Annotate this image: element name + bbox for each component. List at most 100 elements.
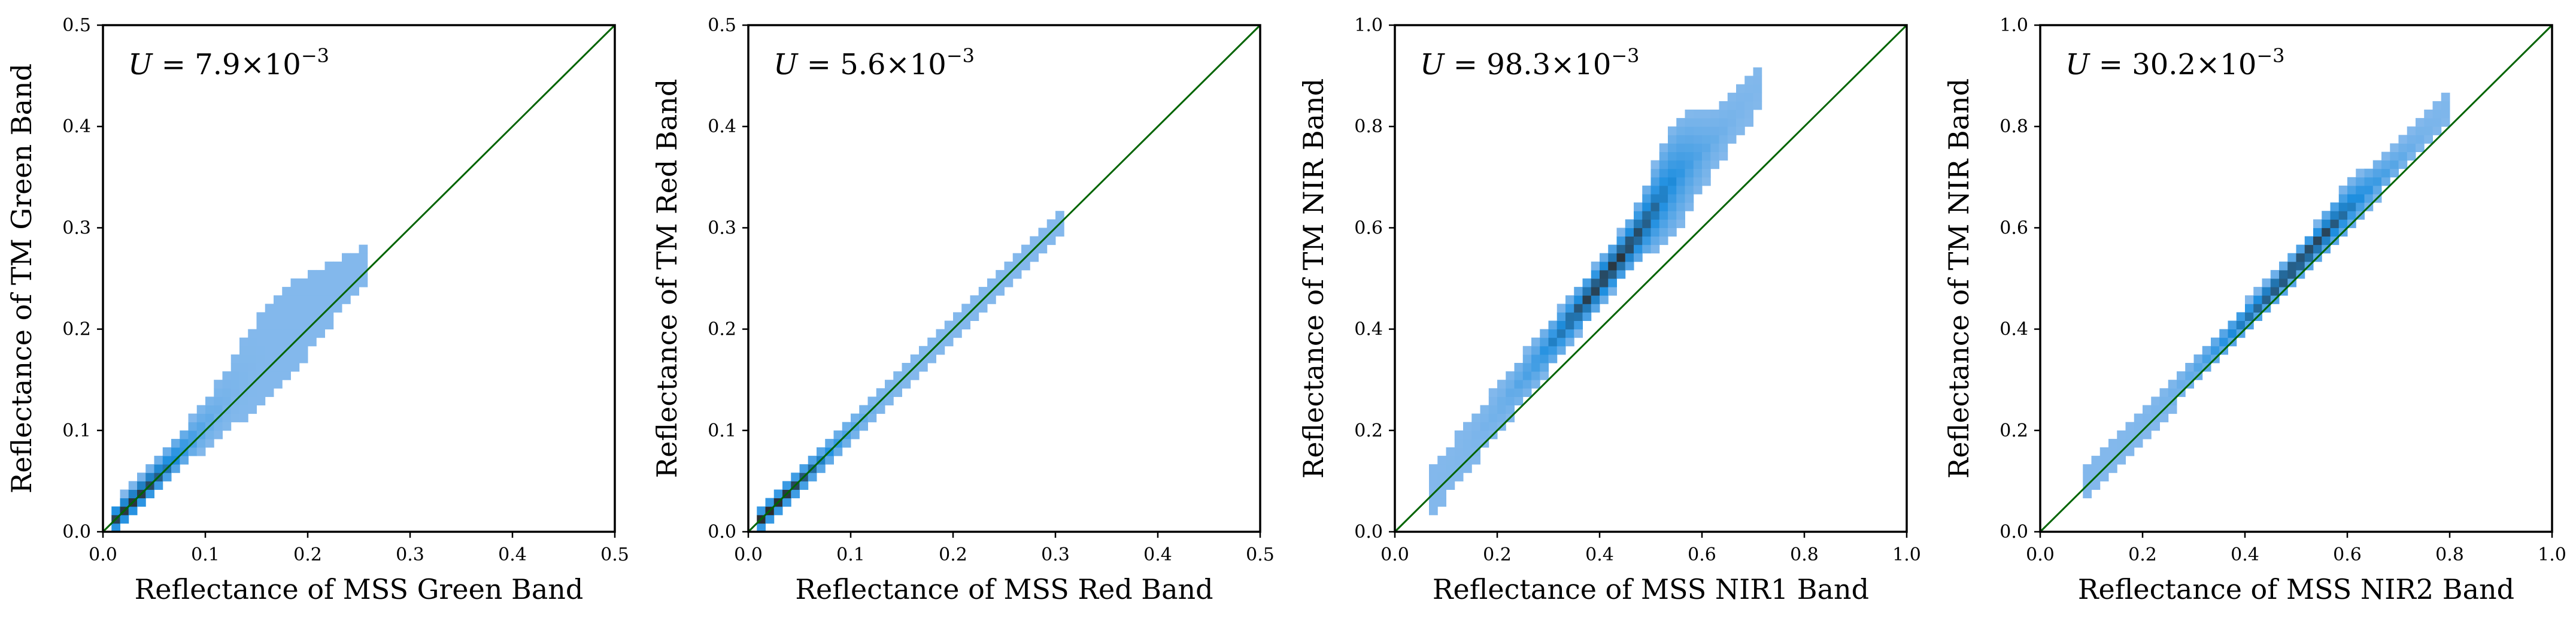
density-cell [2125, 422, 2135, 431]
density-cell [1668, 228, 1677, 237]
annotation-exponent: −3 [1611, 44, 1639, 67]
density-cell [111, 506, 120, 516]
density-cell [1514, 363, 1524, 372]
density-cell [290, 320, 300, 330]
density-cell [265, 346, 274, 355]
density-cell [2143, 430, 2152, 440]
density-cell [205, 396, 214, 405]
annotation-value: = 7.9×10 [152, 48, 301, 81]
density-cell [282, 337, 291, 347]
density-cell [2253, 287, 2262, 296]
density-cell [1454, 456, 1464, 465]
density-cell [1429, 498, 1438, 507]
y-tick-label: 0.8 [1999, 116, 2028, 137]
annotation-symbol: U [773, 48, 799, 81]
density-cell [1685, 143, 1694, 152]
density-cell [1600, 253, 1609, 262]
density-cell [2099, 447, 2109, 456]
density-cell [324, 261, 334, 271]
density-cell [1506, 388, 1515, 397]
density-cell [2364, 194, 2374, 203]
x-axis-label: Reflectance of MSS NIR1 Band [1433, 573, 1869, 605]
density-cell [214, 405, 223, 414]
density-cell [927, 337, 936, 347]
density-cell [765, 514, 775, 524]
density-cell [2441, 118, 2450, 127]
annotation-symbol: U [2065, 48, 2090, 81]
density-cell [2108, 464, 2117, 473]
density-cell [196, 413, 206, 423]
density-cell [180, 438, 189, 448]
density-cell [205, 413, 214, 423]
density-cell [1710, 152, 1719, 161]
density-cell [2330, 202, 2340, 211]
density-cell [2304, 253, 2314, 262]
density-cell [2236, 312, 2246, 321]
density-cell [1531, 363, 1540, 372]
x-tick-label: 0.0 [2026, 544, 2055, 565]
density-cell [1012, 269, 1022, 279]
density-cell [265, 354, 274, 363]
density-cell [1565, 312, 1574, 321]
density-cell [256, 337, 266, 347]
density-cell [290, 304, 300, 313]
density-cell [1719, 143, 1728, 152]
density-cell [2279, 269, 2288, 279]
density-cell [1608, 287, 1617, 296]
density-cell [2381, 152, 2390, 161]
density-cell [2202, 354, 2211, 363]
density-cell [265, 312, 274, 321]
density-cell [2151, 422, 2160, 431]
density-cell [1650, 194, 1660, 203]
x-tick-label: 1.0 [2538, 544, 2566, 565]
density-cell [154, 456, 163, 465]
density-cell [359, 253, 368, 262]
y-axis-label: Reflectance of TM NIR Band [1297, 78, 1330, 478]
density-cell [1506, 396, 1515, 405]
density-cell [2313, 228, 2322, 237]
density-cell [2398, 143, 2408, 152]
density-cell [342, 278, 351, 287]
density-cell [239, 354, 248, 363]
density-cell [274, 320, 283, 330]
density-cell [1522, 363, 1532, 372]
density-cell [1693, 126, 1703, 135]
density-cell [137, 498, 146, 507]
density-cell [1668, 168, 1677, 178]
density-cell [1710, 143, 1719, 152]
density-cell [274, 371, 283, 380]
density-cell [230, 405, 240, 414]
density-cell [2322, 219, 2331, 228]
density-cell [248, 371, 257, 380]
density-cell [859, 422, 868, 431]
density-cell [2228, 329, 2237, 338]
density-cell [1727, 126, 1737, 135]
density-cell [970, 312, 979, 321]
density-cell [1710, 110, 1719, 119]
density-cell [2091, 456, 2101, 465]
density-cell [2432, 118, 2442, 127]
density-cell [1046, 236, 1056, 246]
density-cell [1693, 152, 1703, 161]
density-cell [324, 269, 334, 279]
density-cell [1600, 269, 1609, 279]
density-cell [1642, 219, 1651, 228]
density-cell [290, 329, 300, 338]
density-cell [342, 253, 351, 262]
density-cell [2441, 101, 2450, 110]
density-cell [2108, 438, 2117, 448]
density-cell [265, 329, 274, 338]
density-cell [2287, 261, 2296, 271]
density-cell [2151, 405, 2160, 414]
density-cell [1055, 211, 1064, 220]
density-cell [2211, 346, 2220, 355]
density-cell [927, 354, 936, 363]
density-cell [1616, 261, 1626, 271]
density-cell [1488, 396, 1498, 405]
density-cell [308, 269, 317, 279]
density-cell [205, 430, 214, 440]
density-cell [1676, 152, 1685, 161]
x-tick-label: 0.2 [2128, 544, 2157, 565]
density-cell [893, 371, 902, 380]
density-cell [773, 506, 783, 516]
